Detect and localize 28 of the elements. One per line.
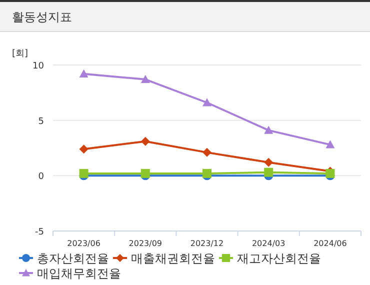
point	[79, 144, 88, 154]
x-tick-label: 2024/06	[314, 239, 347, 248]
chart-title: 활동성지표	[12, 10, 72, 24]
y-tick-label: 0	[38, 172, 44, 182]
legend-label: 매출채권회전율	[131, 252, 215, 266]
point	[264, 126, 274, 134]
point	[202, 98, 212, 106]
legend-label: 매입채무회전율	[37, 266, 121, 280]
point	[264, 168, 274, 177]
point	[140, 74, 150, 83]
x-tick-label: 2023/06	[67, 239, 100, 248]
y-tick-label: 5	[38, 116, 44, 127]
point	[79, 168, 88, 178]
point	[140, 168, 150, 178]
point	[202, 168, 212, 178]
x-tick-label: 2023/09	[128, 239, 162, 248]
x-tick-label: 2023/12	[190, 239, 224, 248]
point	[264, 158, 274, 167]
point	[202, 148, 212, 157]
x-tick-label: 2024/03	[252, 239, 286, 248]
point	[326, 140, 335, 148]
y-tick-label: 10	[32, 62, 44, 72]
legend-label: 재고자산회전율	[237, 252, 321, 266]
point	[79, 69, 88, 78]
point	[140, 136, 150, 146]
y-tick-label: -5	[35, 228, 44, 238]
y-axis-title: [회]	[12, 49, 28, 59]
legend-label: 총자산회전율	[37, 252, 109, 266]
